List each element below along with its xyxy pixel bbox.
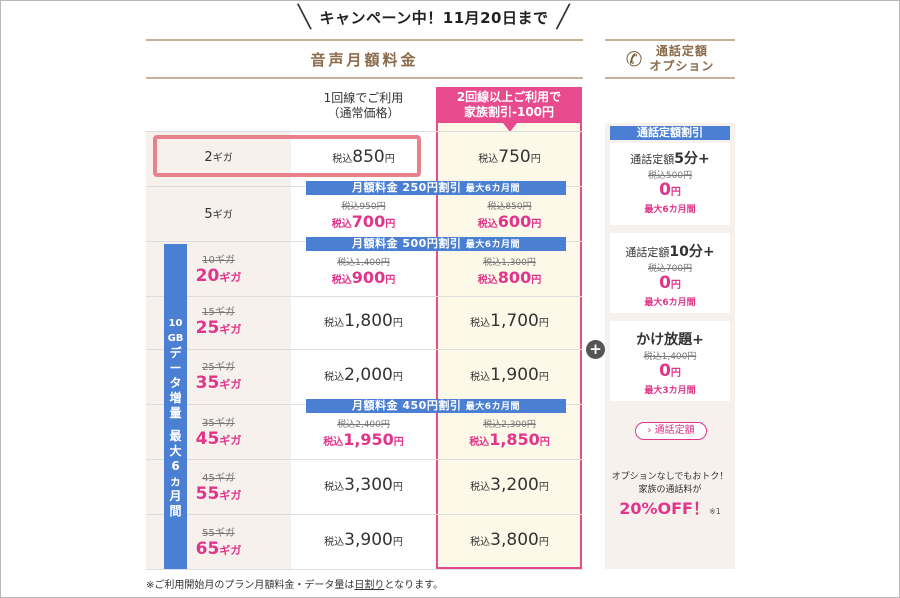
price-normal-5gb: 税込950円 税込700円 bbox=[331, 202, 396, 231]
highlight-2gb-row bbox=[153, 135, 421, 177]
price-family-20gb: 税込1,300円 税込800円 bbox=[477, 258, 542, 287]
price-family-5gb: 税込850円 税込600円 bbox=[477, 202, 542, 231]
option-discount-header: 通話定額割引 bbox=[610, 126, 730, 140]
price-normal-45gb: 税込2,400円 税込1,950円 bbox=[323, 420, 404, 449]
option-promo-text: オプションなしでもおトク！ 家族の通話料が bbox=[611, 472, 729, 495]
price-family-55gb: 税込3,200円 bbox=[470, 475, 549, 495]
normal-price-column bbox=[291, 131, 436, 569]
family-price-column bbox=[436, 123, 582, 569]
price-family-2gb: 税込750円 bbox=[478, 147, 541, 167]
price-normal-65gb: 税込3,900円 bbox=[324, 530, 403, 550]
price-family-35gb: 税込1,900円 bbox=[470, 365, 549, 385]
campaign-banner: ╲ キャンペーン中！11月20日まで ╱ bbox=[297, 4, 571, 30]
capacity-2gb: 2ギガ bbox=[204, 150, 233, 165]
price-normal-55gb: 税込3,300円 bbox=[324, 475, 403, 495]
capacity-5gb: 5ギガ bbox=[204, 207, 233, 222]
daily-proration-link[interactable]: 日割り bbox=[354, 580, 385, 591]
price-normal-25gb: 税込1,800円 bbox=[324, 311, 403, 331]
option-card-unlimited: かけ放題+ 税込1,400円 0円 最大3カ月間 bbox=[610, 321, 730, 401]
call-option-link-button[interactable]: › 通話定額 bbox=[635, 422, 707, 440]
option-title: ✆ 通話定額 オプション bbox=[605, 39, 735, 79]
capacity-55gb: 45ギガ 55ギガ bbox=[195, 473, 242, 504]
plus-circle-icon: + bbox=[586, 340, 605, 359]
column-header-family: 2回線以上ご利用で 家族割引-100円 bbox=[436, 87, 582, 123]
price-family-25gb: 税込1,700円 bbox=[470, 311, 549, 331]
capacity-35gb: 25ギガ 35ギガ bbox=[195, 362, 242, 393]
phone-icon: ✆ bbox=[625, 47, 644, 71]
option-promo-discount: 20%OFF！※1 bbox=[619, 499, 721, 518]
price-normal-20gb: 税込1,400円 税込900円 bbox=[331, 258, 396, 287]
family-header-arrow bbox=[503, 123, 517, 132]
capacity-25gb: 15ギガ 25ギガ bbox=[195, 307, 242, 338]
discount-banner-450: 月額料金 450円割引 最大6カ月間 bbox=[306, 399, 566, 413]
column-header-normal: 1回線でご利用 （通常価格） bbox=[323, 91, 404, 120]
section-title: 音声月額料金 bbox=[146, 39, 583, 79]
footnote: ※ご利用開始月のプラン月額料金・データ量は日割りとなります。 bbox=[146, 580, 444, 591]
discount-banner-250: 月額料金 250円割引 最大6カ月間 bbox=[306, 181, 566, 195]
price-normal-2gb: 税込850円 bbox=[332, 147, 395, 167]
price-normal-35gb: 税込2,000円 bbox=[324, 365, 403, 385]
capacity-45gb: 35ギガ 45ギガ bbox=[195, 418, 242, 449]
price-family-45gb: 税込2,300円 税込1,850円 bbox=[469, 420, 550, 449]
option-card-5min: 通話定額5分+ 税込500円 0円 最大6カ月間 bbox=[610, 143, 730, 225]
capacity-20gb: 10ギガ 20ギガ bbox=[195, 255, 242, 286]
option-card-10min: 通話定額10分+ 税込700円 0円 最大6カ月間 bbox=[610, 233, 730, 313]
campaign-text: キャンペーン中！11月20日まで bbox=[319, 8, 549, 27]
capacity-65gb: 55ギガ 65ギガ bbox=[195, 528, 242, 559]
discount-banner-500: 月額料金 500円割引 最大6カ月間 bbox=[306, 237, 566, 251]
price-family-65gb: 税込3,800円 bbox=[470, 530, 549, 550]
